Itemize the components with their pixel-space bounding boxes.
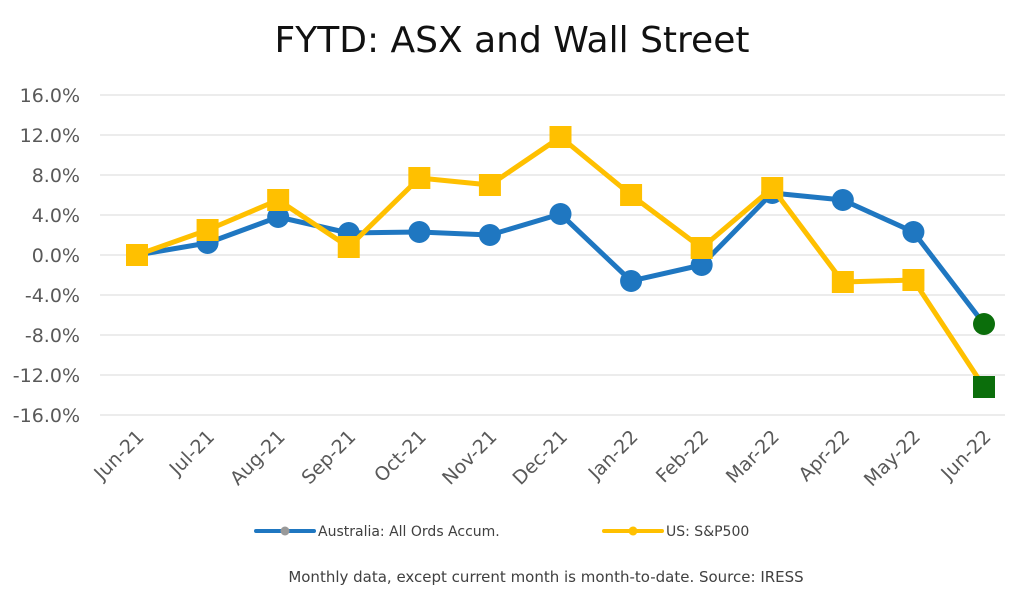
- x-tick-label: Sep-21: [297, 426, 360, 489]
- data-point: [620, 270, 643, 292]
- y-tick-label: 16.0%: [20, 85, 80, 107]
- x-tick-label: Jun-22: [936, 426, 995, 485]
- legend-marker-sp500: [628, 526, 638, 536]
- data-point: [831, 189, 854, 211]
- data-point: [408, 221, 431, 243]
- y-tick-label: 4.0%: [32, 205, 80, 227]
- data-point: [973, 376, 995, 398]
- x-tick-label: Jun-21: [89, 426, 148, 485]
- legend-label-sp500: US: S&P500: [666, 524, 749, 540]
- y-tick-label: 12.0%: [20, 125, 80, 147]
- series-group: [126, 126, 995, 398]
- chart-title: FYTD: ASX and Wall Street: [275, 20, 750, 61]
- x-tick-label: Mar-22: [722, 426, 784, 488]
- data-point: [902, 269, 925, 291]
- x-tick-label: Jan-22: [584, 426, 643, 485]
- data-point: [267, 206, 290, 228]
- y-tick-label: -8.0%: [25, 325, 80, 347]
- data-point: [902, 221, 925, 243]
- footnote: Monthly data, except current month is mo…: [288, 568, 803, 586]
- x-tick-label: Oct-21: [370, 426, 431, 487]
- data-point: [690, 254, 713, 276]
- data-point: [267, 189, 290, 211]
- data-point: [478, 174, 501, 196]
- data-point: [690, 237, 713, 259]
- legend-label-australia: Australia: All Ords Accum.: [318, 524, 500, 540]
- data-point: [549, 126, 572, 148]
- y-tick-label: 0.0%: [32, 245, 80, 267]
- x-tick-label: Aug-21: [226, 426, 290, 490]
- y-axis-ticks: 16.0% 12.0% 8.0% 4.0% 0.0% -4.0% -8.0% -12.0% -1…: [13, 85, 80, 427]
- data-point: [408, 167, 431, 189]
- x-axis-ticks: Jun-21 Jul-21 Aug-21 Sep-21 Oct-21 Nov-21 Dec-…: [89, 426, 995, 491]
- legend: Australia: All Ords Accum. US: S&P500: [254, 524, 749, 540]
- data-point: [337, 236, 360, 258]
- data-point: [973, 313, 995, 335]
- x-tick-label: Apr-22: [794, 426, 854, 486]
- y-tick-label: -16.0%: [13, 405, 80, 427]
- x-tick-label: Feb-22: [652, 426, 713, 487]
- x-tick-label: Jul-21: [165, 426, 219, 480]
- series-australia: [126, 182, 995, 335]
- data-point: [126, 244, 148, 266]
- y-tick-label: 8.0%: [32, 165, 80, 187]
- data-point: [549, 203, 572, 225]
- data-point: [831, 271, 854, 293]
- data-point: [620, 184, 643, 206]
- data-point: [478, 224, 501, 246]
- y-tick-label: -12.0%: [13, 365, 80, 387]
- data-point: [196, 219, 219, 241]
- x-tick-label: Dec-21: [509, 426, 573, 490]
- series-sp500: [126, 126, 995, 398]
- y-tick-label: -4.0%: [25, 285, 80, 307]
- data-point: [761, 177, 784, 199]
- x-tick-label: Nov-21: [438, 426, 501, 489]
- legend-marker-australia: [280, 526, 290, 536]
- gridlines: [100, 94, 1005, 416]
- x-tick-label: May-22: [860, 426, 925, 491]
